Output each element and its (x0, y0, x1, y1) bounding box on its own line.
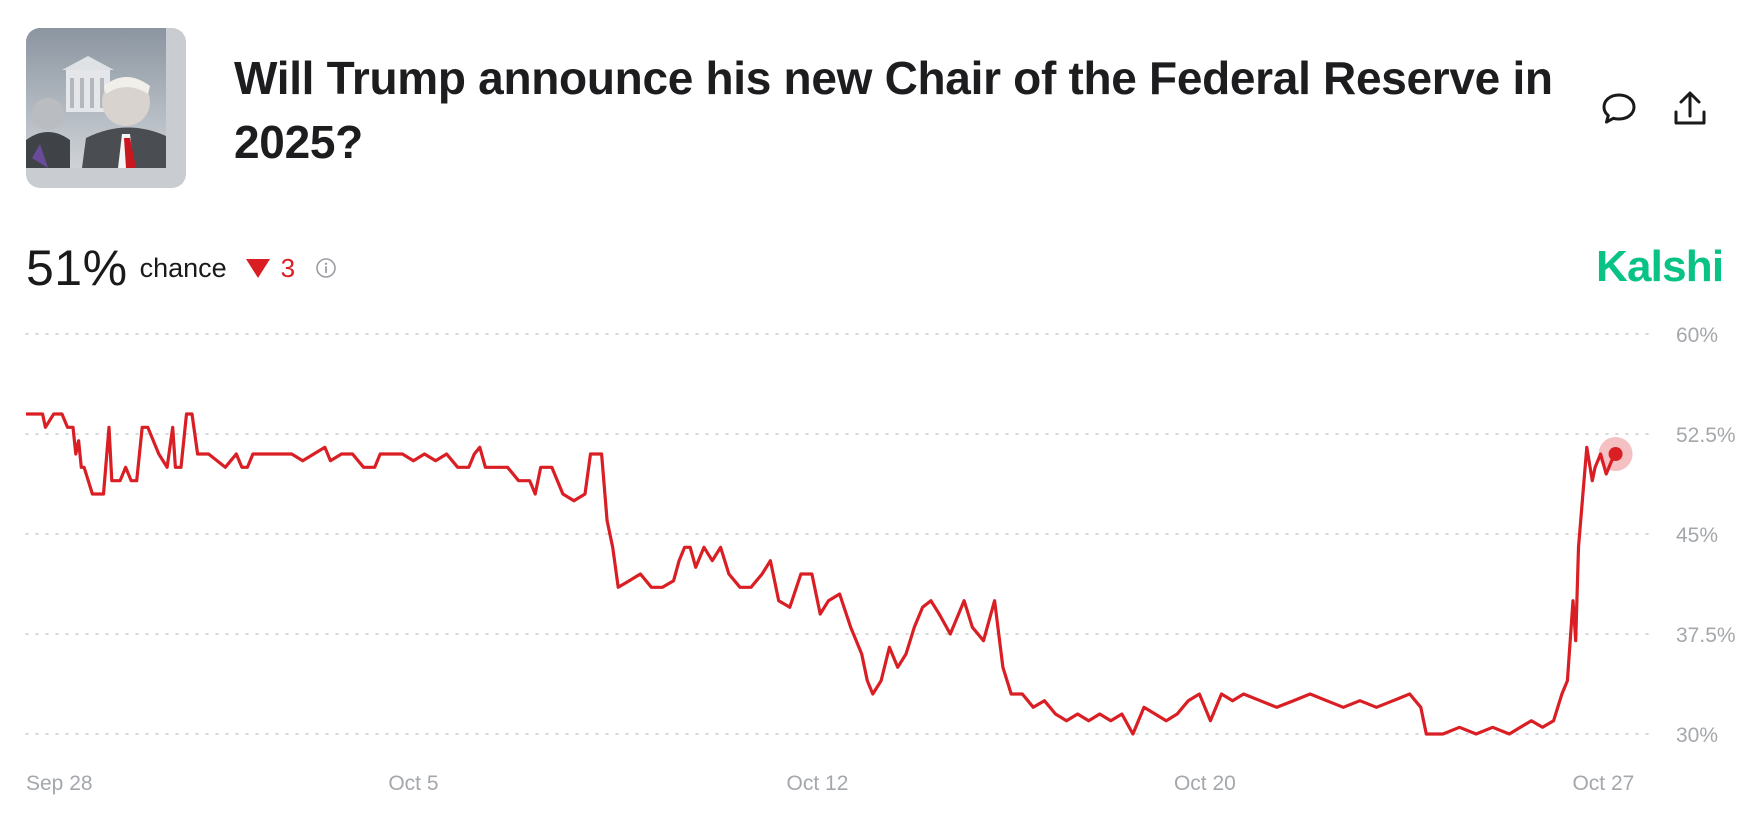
kalshi-logo[interactable]: Kalshi (1596, 242, 1724, 291)
probability-chart: 60% 52.5% 45% 37.5% 30% Sep 28 Oct 5 Oct 12 Oct… (25, 324, 1736, 795)
current-point[interactable] (1608, 447, 1623, 461)
y-tick-label: 37.5% (1676, 624, 1736, 647)
chart-plot (26, 412, 1633, 736)
probability-value: 51% (26, 240, 128, 296)
x-tick-label: Oct 27 (1572, 772, 1634, 795)
y-tick-label: 60% (1676, 324, 1718, 347)
comment-icon (1602, 93, 1636, 124)
comment-button[interactable] (1596, 86, 1642, 132)
x-tick-label: Oct 12 (787, 772, 849, 795)
market-thumbnail[interactable] (26, 28, 186, 188)
probability-summary: 51% chance 3 (26, 238, 337, 298)
chart-grid (25, 333, 1657, 735)
change-indicator: 3 (245, 253, 295, 284)
x-tick-label: Sep 28 (26, 772, 93, 795)
y-tick-label: 52.5% (1676, 424, 1736, 447)
market-header: Will Trump announce his new Chair of the… (26, 28, 1726, 190)
x-axis: Sep 28 Oct 5 Oct 12 Oct 20 Oct 27 (26, 772, 1634, 795)
x-tick-label: Oct 5 (388, 772, 438, 795)
y-axis: 60% 52.5% 45% 37.5% 30% (1676, 324, 1736, 747)
y-tick-label: 30% (1676, 724, 1718, 747)
y-tick-label: 45% (1676, 524, 1718, 547)
share-icon (1674, 91, 1706, 125)
down-triangle-icon (245, 259, 270, 278)
chance-label: chance (139, 252, 227, 283)
info-icon[interactable] (315, 257, 337, 279)
change-value: 3 (280, 252, 296, 283)
share-button[interactable] (1667, 86, 1713, 132)
series-line (26, 412, 1617, 736)
x-tick-label: Oct 20 (1174, 772, 1236, 795)
market-photo-icon (26, 28, 166, 168)
market-title: Will Trump announce his new Chair of the… (234, 52, 1553, 168)
